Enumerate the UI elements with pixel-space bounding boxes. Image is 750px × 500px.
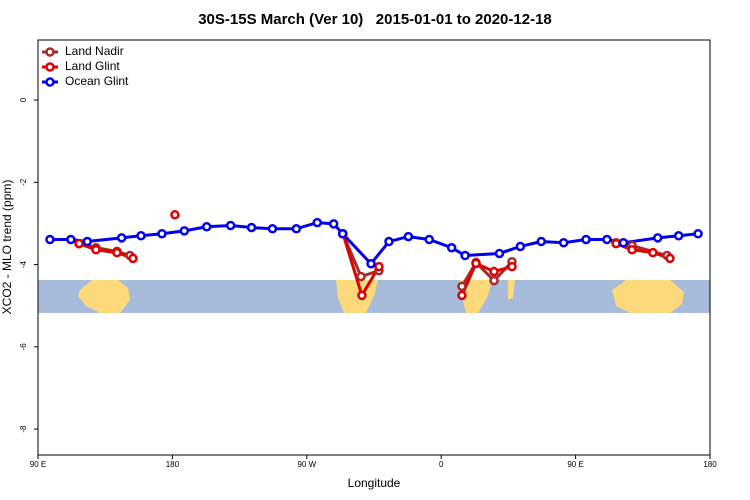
land-shape [612,280,684,313]
legend-label: Land Glint [65,59,120,73]
data-point [128,253,138,264]
y-tick-label: -2 [19,178,28,186]
data-point [673,231,684,241]
series-line [49,221,699,267]
data-point [82,236,93,247]
y-tick-label: -8 [19,425,28,433]
data-point [179,226,190,236]
legend-label: Ocean Glint [65,74,129,88]
legend-marker [45,77,55,87]
x-tick-label: 90 E [30,460,46,469]
data-point [460,250,470,261]
x-tick-label: 0 [439,460,444,469]
data-point [581,234,591,245]
data-point [374,261,384,272]
data-point [489,266,499,277]
x-tick-label: 90 E [567,460,583,469]
data-point [112,247,122,258]
data-point [648,247,658,258]
data-point [225,220,236,231]
data-point [384,236,394,247]
data-point [602,234,612,245]
data-point [337,228,348,239]
x-tick-label: 90 W [297,460,316,469]
y-axis-label: XCO2 - MLO trend (ppm) [0,180,14,315]
data-point [66,234,76,245]
data-point [291,224,302,234]
data-point [457,281,467,292]
data-point [652,233,663,243]
data-point [494,248,505,259]
land-shape [78,280,130,313]
y-tick-label: -4 [19,260,28,268]
data-point [74,238,84,249]
data-point [457,290,467,301]
data-point [424,234,435,245]
data-point [665,253,675,264]
data-point [170,210,180,220]
data-point [116,233,127,243]
chart-title: 30S-15S March (Ver 10) 2015-01-01 to 202… [198,11,552,28]
data-point [618,238,629,248]
map-strip [38,280,710,313]
x-tick-label: 180 [703,460,717,469]
data-point [45,234,55,245]
data-point [91,245,101,255]
y-tick-label: -6 [19,343,28,351]
data-point [507,261,517,272]
land-shape [460,280,492,313]
data-point [515,241,526,252]
data-point [157,228,167,239]
data-point [489,275,499,286]
data-point [246,222,257,233]
data-point [471,258,481,269]
land-shape [508,280,515,300]
data-point [136,231,146,241]
data-point [693,228,703,239]
data-point [357,290,367,301]
legend-marker [45,62,55,72]
data-point [611,238,621,249]
legend-marker [45,47,55,57]
data-point [558,238,569,248]
data-point [267,224,278,234]
data-point [403,231,414,242]
y-tick-label: 0 [19,97,28,102]
data-point [536,236,547,247]
x-axis-label: Longitude [348,476,401,490]
data-point [201,221,212,232]
legend-label: Land Nadir [65,44,124,58]
data-point [312,217,323,228]
data-point [627,245,637,255]
data-point [356,271,366,282]
x-tick-label: 180 [166,460,180,469]
data-point [366,258,376,269]
data-point [446,242,457,253]
data-point [328,219,339,229]
plot-frame [37,39,711,456]
